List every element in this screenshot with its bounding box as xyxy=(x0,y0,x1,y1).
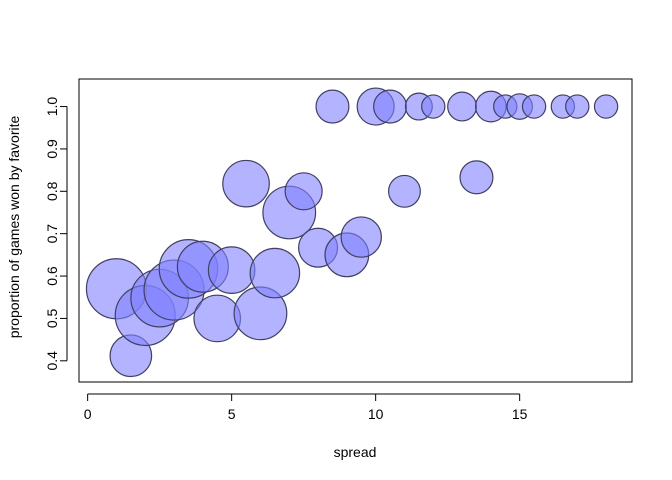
y-tick-label: 0.8 xyxy=(44,181,60,201)
points-layer xyxy=(85,87,619,378)
y-tick-label: 0.6 xyxy=(44,266,60,286)
data-point-24 xyxy=(447,91,478,122)
y-tick-label: 0.9 xyxy=(44,139,60,159)
data-point-20 xyxy=(373,89,408,124)
y-axis: 0.4 0.5 0.6 0.7 0.8 0.9 1.0 xyxy=(44,97,68,371)
x-tick-label: 10 xyxy=(368,406,384,422)
y-tick-label: 0.4 xyxy=(44,351,60,371)
data-point-12 xyxy=(249,247,301,299)
plot-box xyxy=(78,78,633,383)
data-point-8 xyxy=(193,294,242,343)
x-axis: 0 5 10 15 xyxy=(84,393,528,422)
y-tick-label: 0.7 xyxy=(44,224,60,244)
y-tick-label: 0.5 xyxy=(44,308,60,328)
data-point-14 xyxy=(284,172,323,211)
data-point-31 xyxy=(565,94,590,119)
data-point-9 xyxy=(207,246,256,294)
y-tick-label: 1.0 xyxy=(44,97,60,117)
x-tick-label: 0 xyxy=(84,406,92,422)
data-point-10 xyxy=(222,159,270,208)
data-point-25 xyxy=(459,160,494,195)
x-tick-label: 15 xyxy=(512,406,528,422)
data-point-16 xyxy=(315,89,350,124)
data-point-18 xyxy=(340,216,382,258)
data-point-23 xyxy=(421,94,446,119)
data-point-29 xyxy=(521,94,547,119)
x-tick-label: 5 xyxy=(228,406,236,422)
data-point-32 xyxy=(593,94,619,119)
x-axis-label: spread xyxy=(334,444,377,460)
y-axis-label: proportion of games won by favorite xyxy=(6,116,22,339)
data-point-21 xyxy=(387,174,421,208)
